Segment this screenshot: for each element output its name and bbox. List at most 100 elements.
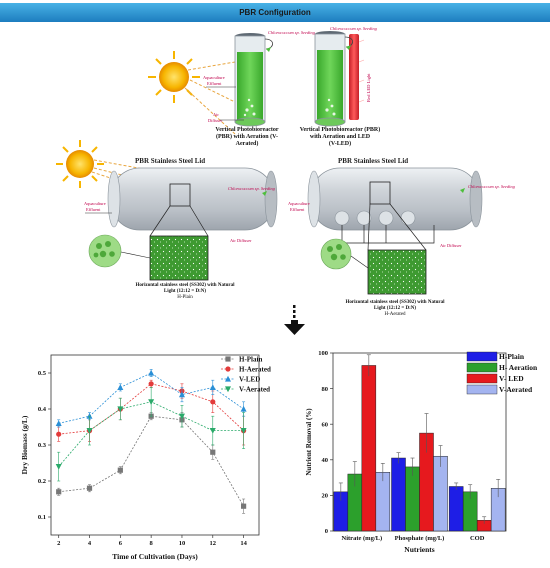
x-tick-label: 4 bbox=[88, 540, 92, 547]
data-point bbox=[56, 489, 62, 495]
legend-label: H- Aeration bbox=[499, 363, 538, 372]
legend-swatch bbox=[466, 362, 498, 373]
legend-swatch bbox=[466, 351, 498, 362]
h-right-air-label: Air Diffuser bbox=[440, 243, 462, 248]
y-tick-label: 100 bbox=[318, 350, 328, 357]
series-h-plain bbox=[56, 412, 247, 514]
v-right-caption-2: with Aeration and LED bbox=[310, 134, 371, 140]
x-tick-label: Phosphate (mg/L) bbox=[395, 535, 445, 542]
title-banner bbox=[0, 3, 550, 22]
v-left-caption-3: Aerated) bbox=[236, 140, 259, 147]
vertical-pbr-aerated: Chlorococcum sp. Seeding Aquaculture Eff… bbox=[148, 30, 316, 147]
x-axis-label: Nutrients bbox=[404, 545, 434, 554]
y-tick-label: 80 bbox=[322, 386, 329, 393]
horizontal-pbr-plain: PBR Stainless Steel Lid Chlorococcum sp.… bbox=[56, 140, 278, 300]
y-axis-label: Dry Biomass (g/L) bbox=[20, 415, 29, 474]
data-point bbox=[225, 386, 231, 393]
algae-cell-icon bbox=[320, 238, 352, 270]
legend-label: V- LED bbox=[499, 374, 524, 383]
data-point bbox=[117, 384, 124, 390]
h-right-caption-3: H-Aerated bbox=[384, 312, 406, 317]
data-point bbox=[117, 467, 123, 473]
horizontal-pbr-aerated: PBR Stainless Steel Lid Chlorococcum sp.… bbox=[288, 157, 516, 317]
v-left-air-label: Air bbox=[213, 112, 219, 117]
v-left-caption-2: (PBR) with Aeration (V- bbox=[216, 133, 278, 140]
biomass-line-chart: 2 4 6 8 10 12 14 0.1 0.2 0.3 0.4 0.5 Time of Cultiva… bbox=[20, 354, 271, 561]
sun-icon bbox=[56, 140, 104, 188]
v-right-caption-3: (V-LED) bbox=[329, 140, 351, 147]
x-tick-label: 12 bbox=[210, 540, 217, 547]
led-label: Red LED Light bbox=[366, 73, 371, 102]
x-tick-label: 10 bbox=[179, 540, 186, 547]
bar bbox=[433, 455, 448, 532]
y-tick-label: 0 bbox=[325, 528, 328, 535]
legend-label: H-Plain bbox=[499, 352, 525, 361]
v-left-caption-1: Vertical Photobioreactor bbox=[215, 127, 278, 133]
data-point bbox=[148, 399, 155, 405]
y-tick-label: 20 bbox=[322, 493, 329, 500]
v-right-caption-1: Vertical Photobioreactor (PBR) bbox=[300, 126, 381, 133]
pbr-illustration: Chlorococcum sp. Seeding Aquaculture Eff… bbox=[56, 26, 516, 335]
data-point bbox=[55, 464, 62, 470]
legend-label: V-Aerated bbox=[499, 385, 533, 394]
series-v-aerated bbox=[55, 387, 247, 482]
data-point bbox=[209, 428, 216, 434]
h-left-effluent-label-2: Effluent bbox=[86, 207, 101, 212]
h-left-lid-label: PBR Stainless Steel Lid bbox=[135, 157, 205, 165]
x-tick-label: 6 bbox=[119, 540, 123, 547]
h-right-lid-label: PBR Stainless Steel Lid bbox=[338, 157, 408, 165]
h-right-effluent-label: Aquaculture bbox=[288, 201, 310, 206]
data-point bbox=[178, 391, 185, 398]
bar bbox=[361, 365, 377, 532]
y-tick-label: 0.1 bbox=[38, 514, 46, 521]
banner-title: PBR Configuration bbox=[239, 8, 311, 17]
legend-swatch bbox=[466, 384, 498, 395]
red-led-icon bbox=[349, 34, 359, 120]
h-right-seeding-label: Chlorococcum sp. Seeding bbox=[468, 184, 516, 189]
data-point bbox=[148, 381, 154, 387]
legend-label: V-Aerated bbox=[239, 386, 270, 394]
v-right-seeding-label: Chlorococcum sp. Seeding bbox=[330, 26, 378, 31]
vertical-pbr-led: Red LED Light Chlorococcum sp. Seeding V… bbox=[300, 26, 381, 147]
data-point bbox=[86, 428, 93, 434]
y-tick-label: 0.4 bbox=[38, 406, 47, 413]
bar bbox=[405, 466, 420, 532]
h-left-effluent-label: Aquaculture bbox=[84, 201, 106, 206]
bar bbox=[391, 457, 406, 532]
y-axis-label: Nutrient Removal (%) bbox=[305, 408, 313, 476]
v-left-effluent-label: Aquaculture bbox=[203, 75, 225, 80]
sun-icon bbox=[148, 51, 200, 103]
x-tick-label: 14 bbox=[240, 540, 247, 547]
h-left-caption-2: Light (12:12 = D:N) bbox=[164, 289, 206, 294]
data-point bbox=[210, 449, 216, 455]
y-tick-label: 0.5 bbox=[38, 370, 47, 377]
data-point bbox=[148, 369, 155, 376]
bar bbox=[448, 486, 464, 532]
h-right-caption-1: Horizontal stainless steel (SS302) with … bbox=[345, 300, 445, 305]
results-charts: 2 4 6 8 10 12 14 0.1 0.2 0.3 0.4 0.5 Time of Cultiva… bbox=[20, 350, 538, 561]
plot-frame bbox=[50, 354, 260, 536]
h-right-caption-2: Light (12:12 = D:N) bbox=[374, 306, 416, 311]
x-tick-label: Nitrate (mg/L) bbox=[342, 535, 383, 542]
data-point bbox=[225, 366, 231, 372]
h-left-caption-1: Horizontal stainless steel (SS302) with … bbox=[135, 283, 235, 288]
y-tick-label: 0.3 bbox=[38, 442, 47, 449]
data-point bbox=[117, 406, 124, 413]
data-point bbox=[240, 405, 247, 412]
x-tick-label: 2 bbox=[57, 540, 60, 547]
y-tick-label: 60 bbox=[322, 421, 329, 428]
h-left-caption-3: H-Plain bbox=[177, 295, 193, 300]
data-point bbox=[209, 384, 216, 390]
data-point bbox=[56, 431, 62, 437]
h-left-seeding-label: Chlorococcum sp. Seeding bbox=[228, 186, 276, 191]
series-line bbox=[58, 415, 244, 507]
y-tick-label: 0.2 bbox=[38, 478, 46, 485]
down-arrow-icon bbox=[284, 305, 305, 335]
nutrient-removal-bar-chart: 0 20 40 60 80 100 Nutrient Removal (%) Nutrient… bbox=[305, 350, 538, 554]
h-right-effluent-label-2: Effluent bbox=[290, 207, 305, 212]
data-point bbox=[240, 428, 247, 434]
legend-label: H-Aerated bbox=[239, 366, 271, 374]
data-point bbox=[210, 399, 216, 405]
legend-label: H-Plain bbox=[239, 356, 262, 364]
algae-cell-icon bbox=[88, 234, 122, 268]
